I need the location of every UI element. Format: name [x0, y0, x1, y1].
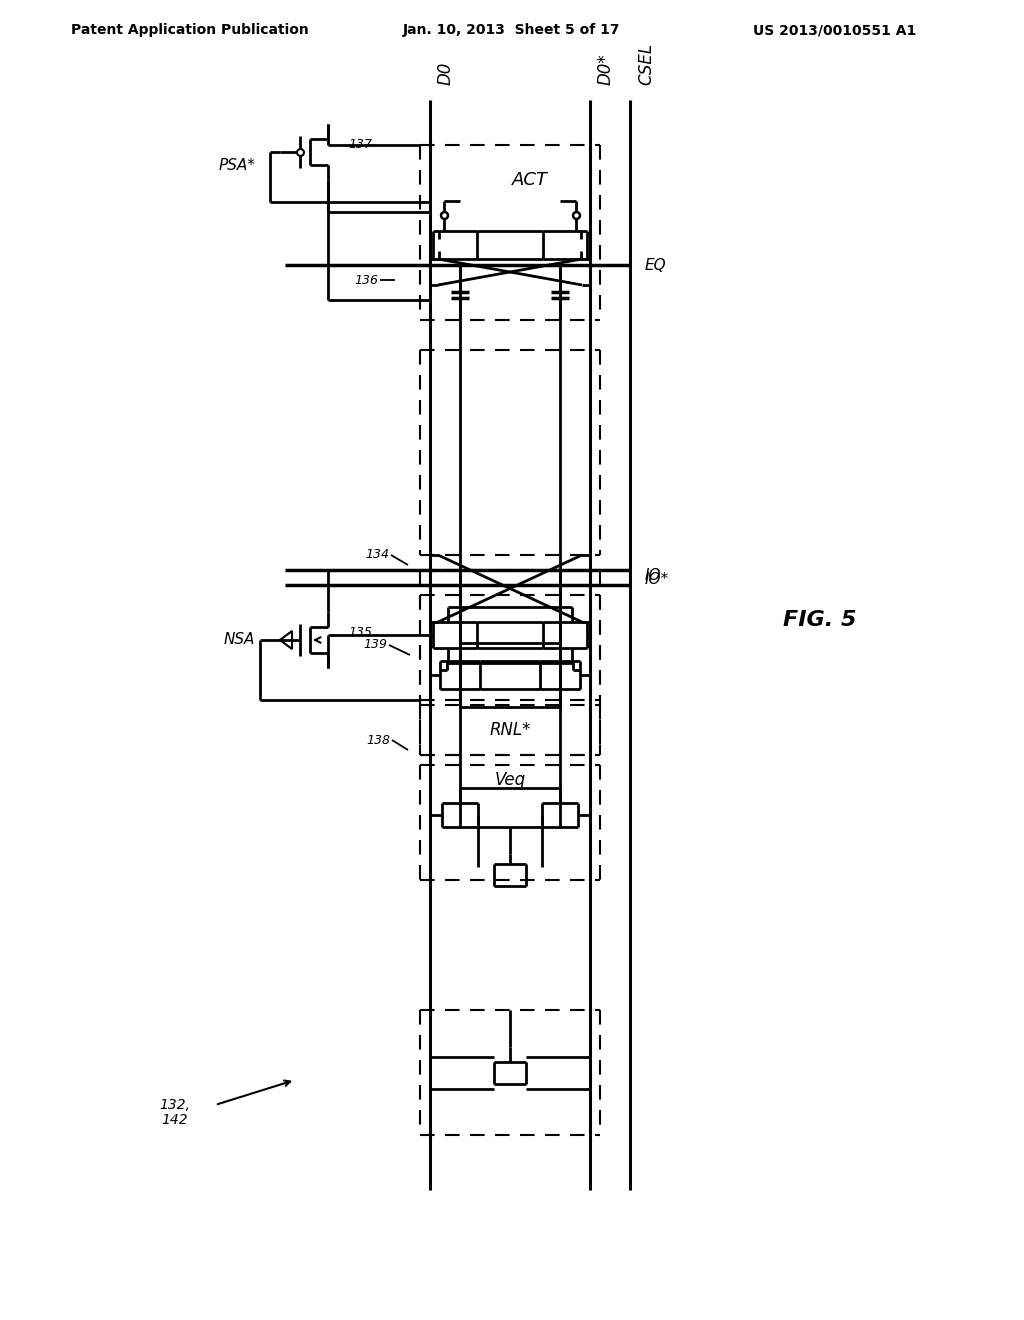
Text: IO: IO: [645, 569, 662, 583]
Text: 136: 136: [354, 273, 378, 286]
Text: Patent Application Publication: Patent Application Publication: [71, 22, 309, 37]
Text: PSA*: PSA*: [218, 157, 255, 173]
Text: Jan. 10, 2013  Sheet 5 of 17: Jan. 10, 2013 Sheet 5 of 17: [403, 22, 621, 37]
Text: 138: 138: [366, 734, 390, 747]
Text: 135: 135: [348, 626, 372, 639]
Text: 134: 134: [365, 549, 389, 561]
Text: 139: 139: [362, 639, 387, 652]
Text: 137: 137: [348, 137, 372, 150]
Text: Veq: Veq: [495, 771, 525, 789]
Text: FIG. 5: FIG. 5: [783, 610, 857, 630]
Text: US 2013/0010551 A1: US 2013/0010551 A1: [754, 22, 916, 37]
Text: NSA: NSA: [223, 632, 255, 648]
Text: RNL*: RNL*: [489, 721, 530, 739]
Text: 132,: 132,: [160, 1098, 190, 1111]
Text: 142: 142: [162, 1113, 188, 1127]
Text: CSEL: CSEL: [637, 42, 655, 84]
Text: D0*: D0*: [597, 53, 615, 84]
Text: ACT: ACT: [512, 172, 548, 189]
Text: D0: D0: [437, 62, 455, 84]
Text: EQ: EQ: [645, 257, 667, 272]
Text: IO*: IO*: [645, 572, 669, 586]
